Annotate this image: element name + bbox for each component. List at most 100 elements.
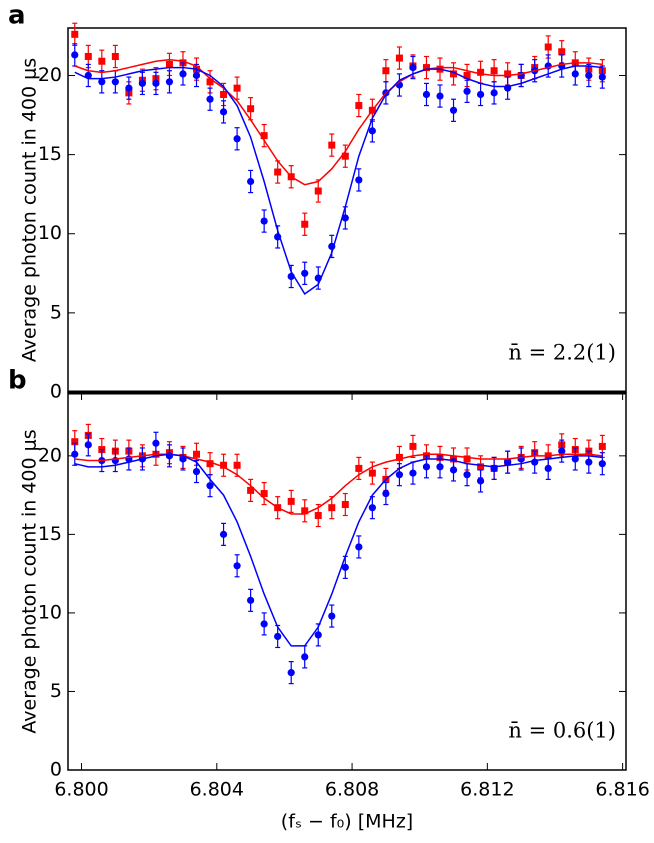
data-point bbox=[422, 64, 430, 72]
data-point bbox=[558, 447, 566, 455]
data-point bbox=[84, 52, 92, 60]
y-tick-label: 0 bbox=[50, 381, 62, 403]
y-tick-label: 15 bbox=[38, 143, 62, 165]
data-point bbox=[84, 441, 92, 449]
data-point bbox=[233, 562, 241, 570]
data-point bbox=[328, 141, 336, 149]
data-point bbox=[165, 452, 174, 460]
fit-line bbox=[74, 453, 603, 647]
data-point bbox=[463, 455, 471, 463]
data-point bbox=[179, 70, 187, 78]
data-point bbox=[328, 504, 336, 512]
data-point bbox=[165, 60, 173, 68]
data-point bbox=[341, 152, 349, 160]
data-point bbox=[436, 92, 444, 100]
data-point bbox=[571, 70, 579, 78]
data-point bbox=[260, 620, 268, 628]
data-point bbox=[449, 106, 458, 114]
data-point bbox=[152, 439, 160, 447]
data-point bbox=[301, 220, 309, 228]
data-point bbox=[341, 214, 349, 222]
data-point bbox=[71, 30, 79, 38]
data-point bbox=[220, 461, 228, 469]
data-point bbox=[193, 450, 201, 458]
data-point bbox=[598, 460, 606, 468]
data-point bbox=[247, 105, 255, 113]
data-point bbox=[233, 84, 241, 92]
data-point bbox=[206, 95, 214, 103]
data-point bbox=[477, 463, 485, 471]
data-point bbox=[476, 90, 485, 99]
data-point bbox=[544, 464, 552, 472]
data-point bbox=[368, 504, 376, 512]
data-point bbox=[395, 54, 403, 62]
data-point bbox=[544, 43, 552, 51]
data-point bbox=[355, 176, 363, 184]
data-point bbox=[301, 269, 309, 277]
plot-frame bbox=[67, 392, 627, 771]
data-point bbox=[192, 467, 201, 476]
data-point bbox=[409, 442, 417, 450]
data-point bbox=[71, 438, 79, 446]
data-point bbox=[409, 63, 417, 72]
data-point bbox=[598, 73, 606, 81]
data-point bbox=[490, 67, 498, 75]
y-tick-label: 0 bbox=[50, 759, 62, 781]
data-point bbox=[247, 486, 255, 494]
data-point bbox=[409, 469, 417, 477]
y-tick-label: 20 bbox=[38, 444, 62, 466]
panel-label: a bbox=[8, 1, 26, 31]
data-point bbox=[165, 78, 174, 86]
y-tick-label: 5 bbox=[50, 301, 62, 323]
y-tick-label: 15 bbox=[38, 523, 62, 545]
data-point bbox=[598, 442, 606, 450]
fit-line bbox=[74, 65, 603, 295]
data-point bbox=[111, 78, 119, 86]
data-point bbox=[449, 466, 458, 474]
data-point bbox=[463, 71, 471, 79]
data-point bbox=[585, 458, 593, 466]
data-point bbox=[152, 79, 160, 87]
data-point bbox=[125, 84, 133, 92]
data-point bbox=[314, 187, 322, 195]
data-point bbox=[422, 463, 431, 471]
x-axis-label: (fₛ − f₀) [MHz] bbox=[281, 811, 413, 833]
data-point bbox=[571, 455, 579, 463]
data-point bbox=[247, 177, 255, 186]
data-point bbox=[233, 135, 241, 143]
data-point bbox=[463, 87, 471, 95]
data-point bbox=[368, 127, 376, 135]
data-point bbox=[71, 450, 79, 458]
y-tick-label: 20 bbox=[38, 64, 62, 86]
y-tick-label: 10 bbox=[38, 601, 62, 623]
data-point bbox=[274, 632, 282, 641]
data-point bbox=[314, 631, 322, 639]
data-point bbox=[260, 490, 268, 498]
panel-label: b bbox=[8, 366, 27, 396]
data-point bbox=[422, 90, 431, 99]
data-point bbox=[274, 168, 282, 176]
data-point bbox=[287, 669, 295, 677]
data-point bbox=[328, 612, 336, 620]
fit-line bbox=[74, 58, 603, 186]
data-point bbox=[206, 78, 214, 86]
data-point bbox=[585, 71, 593, 80]
data-point bbox=[477, 68, 485, 76]
data-point bbox=[558, 48, 566, 56]
data-point bbox=[220, 90, 228, 98]
x-tick-label: 6.808 bbox=[325, 779, 379, 801]
data-point bbox=[206, 482, 214, 490]
data-point bbox=[98, 57, 106, 65]
data-point bbox=[463, 471, 471, 479]
data-point bbox=[247, 596, 255, 604]
data-point bbox=[395, 471, 404, 479]
data-point bbox=[206, 460, 214, 468]
annotation: n̄ = 0.6(1) bbox=[508, 719, 616, 743]
data-point bbox=[341, 501, 349, 509]
plot-frame bbox=[67, 27, 627, 393]
data-point bbox=[490, 89, 498, 97]
data-point bbox=[219, 108, 228, 116]
data-point bbox=[476, 477, 485, 485]
data-point bbox=[287, 497, 295, 505]
